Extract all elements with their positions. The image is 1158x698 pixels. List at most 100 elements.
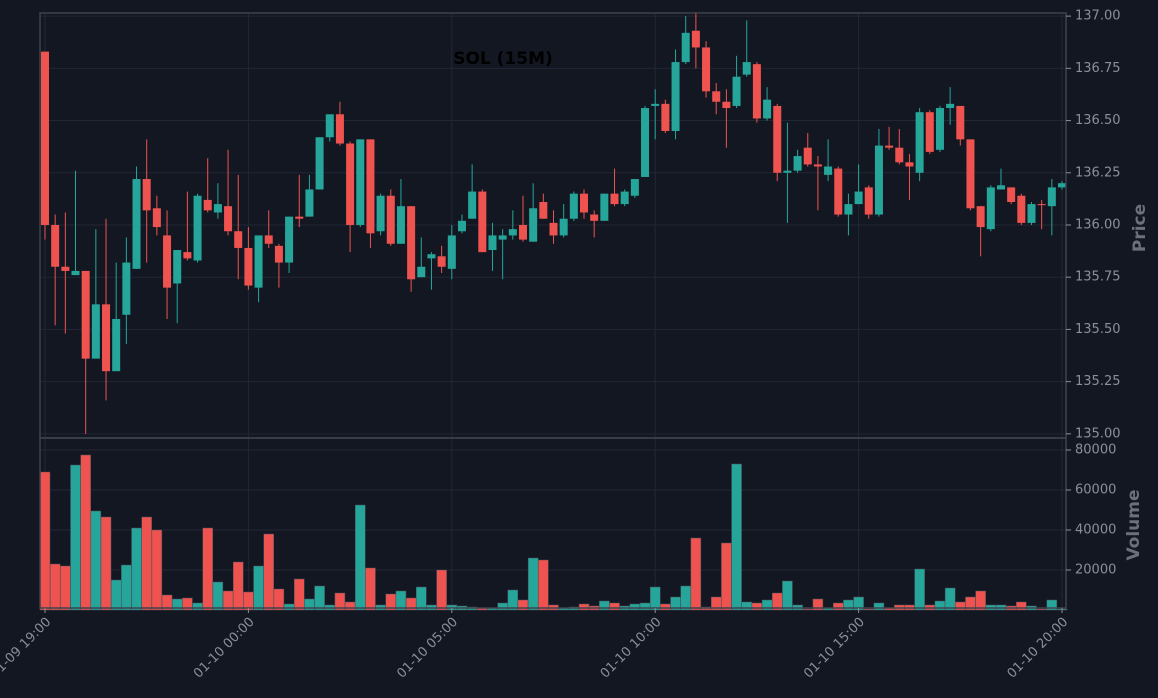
volume-axis-label: Volume — [1124, 489, 1144, 560]
candle-body — [264, 235, 273, 244]
volume-bar — [1046, 599, 1058, 611]
volume-bar — [232, 561, 244, 611]
volume-bar — [975, 590, 986, 611]
candle-body — [81, 270, 90, 359]
candle-body — [630, 179, 639, 196]
candle-body — [925, 112, 934, 152]
candle-body — [183, 252, 192, 259]
candle-body — [437, 256, 446, 267]
volume-bar — [731, 463, 742, 611]
volume-bar — [914, 568, 925, 611]
y-tick-label: 136.00 — [1075, 217, 1121, 232]
candle-body — [844, 204, 853, 215]
candle-body — [518, 224, 527, 240]
candle-body — [396, 206, 405, 244]
volume-bar — [1016, 601, 1027, 611]
candle-body — [895, 147, 904, 163]
candle-body — [549, 222, 558, 236]
volume-bar — [334, 592, 346, 611]
volume-bar — [497, 602, 508, 611]
volume-bar — [833, 602, 844, 611]
candle-body — [783, 170, 792, 173]
candle-body — [427, 254, 436, 259]
y-tick-label: 80000 — [1075, 443, 1116, 458]
volume-bar — [782, 580, 793, 611]
candle-body — [874, 145, 883, 215]
volume-bar — [283, 603, 295, 611]
candle-body — [295, 216, 304, 219]
candle-body — [51, 224, 60, 267]
candle-body — [793, 156, 802, 171]
candle-body — [671, 62, 680, 131]
candle-body — [986, 187, 995, 230]
volume-bar — [741, 601, 752, 611]
volume-bar — [436, 569, 447, 611]
volume-bar — [721, 542, 732, 611]
candle-body — [305, 189, 314, 217]
candle-body — [254, 235, 263, 288]
candle-body — [132, 179, 141, 269]
candle-body — [752, 64, 761, 119]
volume-bar — [660, 603, 671, 611]
candle-body — [41, 51, 49, 225]
volume-bar — [212, 581, 224, 611]
candle-body — [366, 139, 375, 234]
candle-body — [468, 191, 477, 219]
volume-bar — [873, 602, 885, 611]
candle-body — [203, 199, 212, 211]
volume-bar — [100, 516, 112, 611]
y-tick-label: 135.25 — [1075, 374, 1121, 389]
y-tick-label: 60000 — [1075, 483, 1116, 498]
candle-body — [224, 206, 233, 232]
candle-body — [498, 235, 507, 240]
candle-body — [142, 179, 151, 211]
candle-body — [620, 191, 629, 205]
volume-bar — [90, 510, 102, 611]
volume-bar — [192, 602, 203, 611]
volume-bar — [222, 590, 234, 611]
volume-bar — [955, 601, 966, 611]
candle-body — [529, 208, 538, 242]
candle-body — [376, 195, 385, 232]
candle-body — [1058, 183, 1066, 188]
candle-body — [996, 185, 1005, 190]
volume-bar — [49, 563, 61, 611]
candle-body — [885, 145, 894, 148]
candle-body — [122, 262, 131, 315]
volume-bar — [121, 564, 132, 611]
volume-bar — [416, 586, 427, 611]
volume-bar — [355, 504, 366, 611]
candle-body — [447, 235, 456, 269]
volume-bar — [60, 565, 71, 611]
y-tick-label: 135.00 — [1075, 426, 1121, 441]
candle-body — [1037, 204, 1046, 206]
candle-body — [1027, 204, 1036, 223]
candle-body — [234, 231, 243, 248]
volume-bar — [141, 516, 152, 611]
candle-body — [742, 62, 751, 75]
candle-body — [732, 76, 741, 106]
candle-body — [864, 187, 873, 215]
candle-body — [702, 47, 711, 92]
candle-body — [193, 195, 202, 261]
candle-body — [325, 114, 334, 138]
volume-bar — [1036, 608, 1047, 611]
candle-body — [956, 105, 965, 140]
candle-body — [508, 229, 517, 236]
volume-bar — [202, 527, 213, 611]
volume-bar — [863, 608, 875, 611]
candle-body — [651, 103, 660, 106]
volume-bar — [365, 567, 376, 611]
volume-bar — [507, 589, 519, 611]
candle-body — [966, 139, 975, 209]
candle-body — [834, 168, 843, 215]
y-tick-label: 135.50 — [1075, 322, 1121, 337]
volume-bar — [131, 527, 142, 611]
volume-bar — [944, 587, 956, 611]
candle-body — [152, 208, 161, 228]
candle-body — [854, 191, 863, 205]
volume-bar — [802, 608, 813, 611]
candle-body — [691, 30, 700, 48]
